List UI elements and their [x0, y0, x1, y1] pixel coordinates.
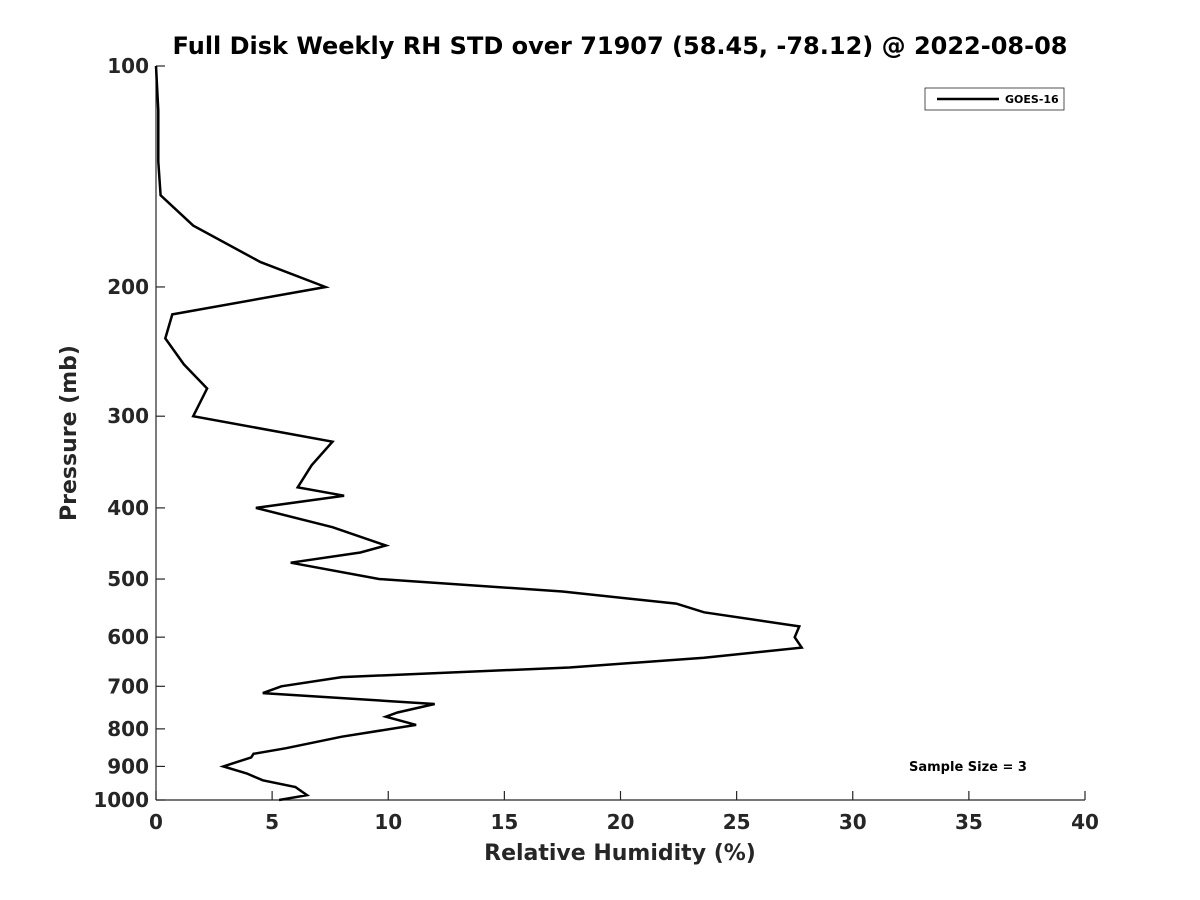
- legend-label-goes-16: GOES-16: [1005, 93, 1059, 106]
- x-tick-label: 10: [374, 810, 402, 834]
- y-tick-label: 200: [107, 275, 149, 299]
- y-tick-label: 600: [107, 625, 149, 649]
- x-tick-label: 0: [149, 810, 163, 834]
- y-tick-label: 500: [107, 567, 149, 591]
- legend: GOES-16: [924, 87, 1065, 111]
- y-tick-label: 400: [107, 496, 149, 520]
- y-tick-label: 300: [107, 404, 149, 428]
- plot-area: 0 5 10 15 20 25 30 35 40 100 200 300 400 500 600 700 80…: [93, 54, 1099, 834]
- x-tick-label: 5: [265, 810, 279, 834]
- y-tick-label: 100: [107, 54, 149, 78]
- series-line-goes-16: [154, 65, 804, 802]
- chart-title: Full Disk Weekly RH STD over 71907 (58.4…: [173, 32, 1068, 60]
- y-tick-label: 900: [107, 754, 149, 778]
- y-ticks: 100 200 300 400 500 600 700 800 900 1000: [93, 54, 165, 812]
- x-tick-label: 30: [839, 810, 867, 834]
- y-tick-label: 1000: [93, 788, 149, 812]
- y-tick-label: 700: [107, 674, 149, 698]
- x-tick-label: 15: [490, 810, 518, 834]
- x-tick-label: 25: [723, 810, 751, 834]
- x-ticks: 0 5 10 15 20 25 30 35 40: [149, 791, 1099, 834]
- sample-size-annotation: Sample Size = 3: [909, 760, 1027, 775]
- x-tick-label: 35: [955, 810, 983, 834]
- y-tick-label: 800: [107, 717, 149, 741]
- x-tick-label: 20: [607, 810, 635, 834]
- x-tick-label: 40: [1071, 810, 1099, 834]
- y-axis-label: Pressure (mb): [57, 345, 82, 521]
- x-axis-label: Relative Humidity (%): [484, 841, 756, 866]
